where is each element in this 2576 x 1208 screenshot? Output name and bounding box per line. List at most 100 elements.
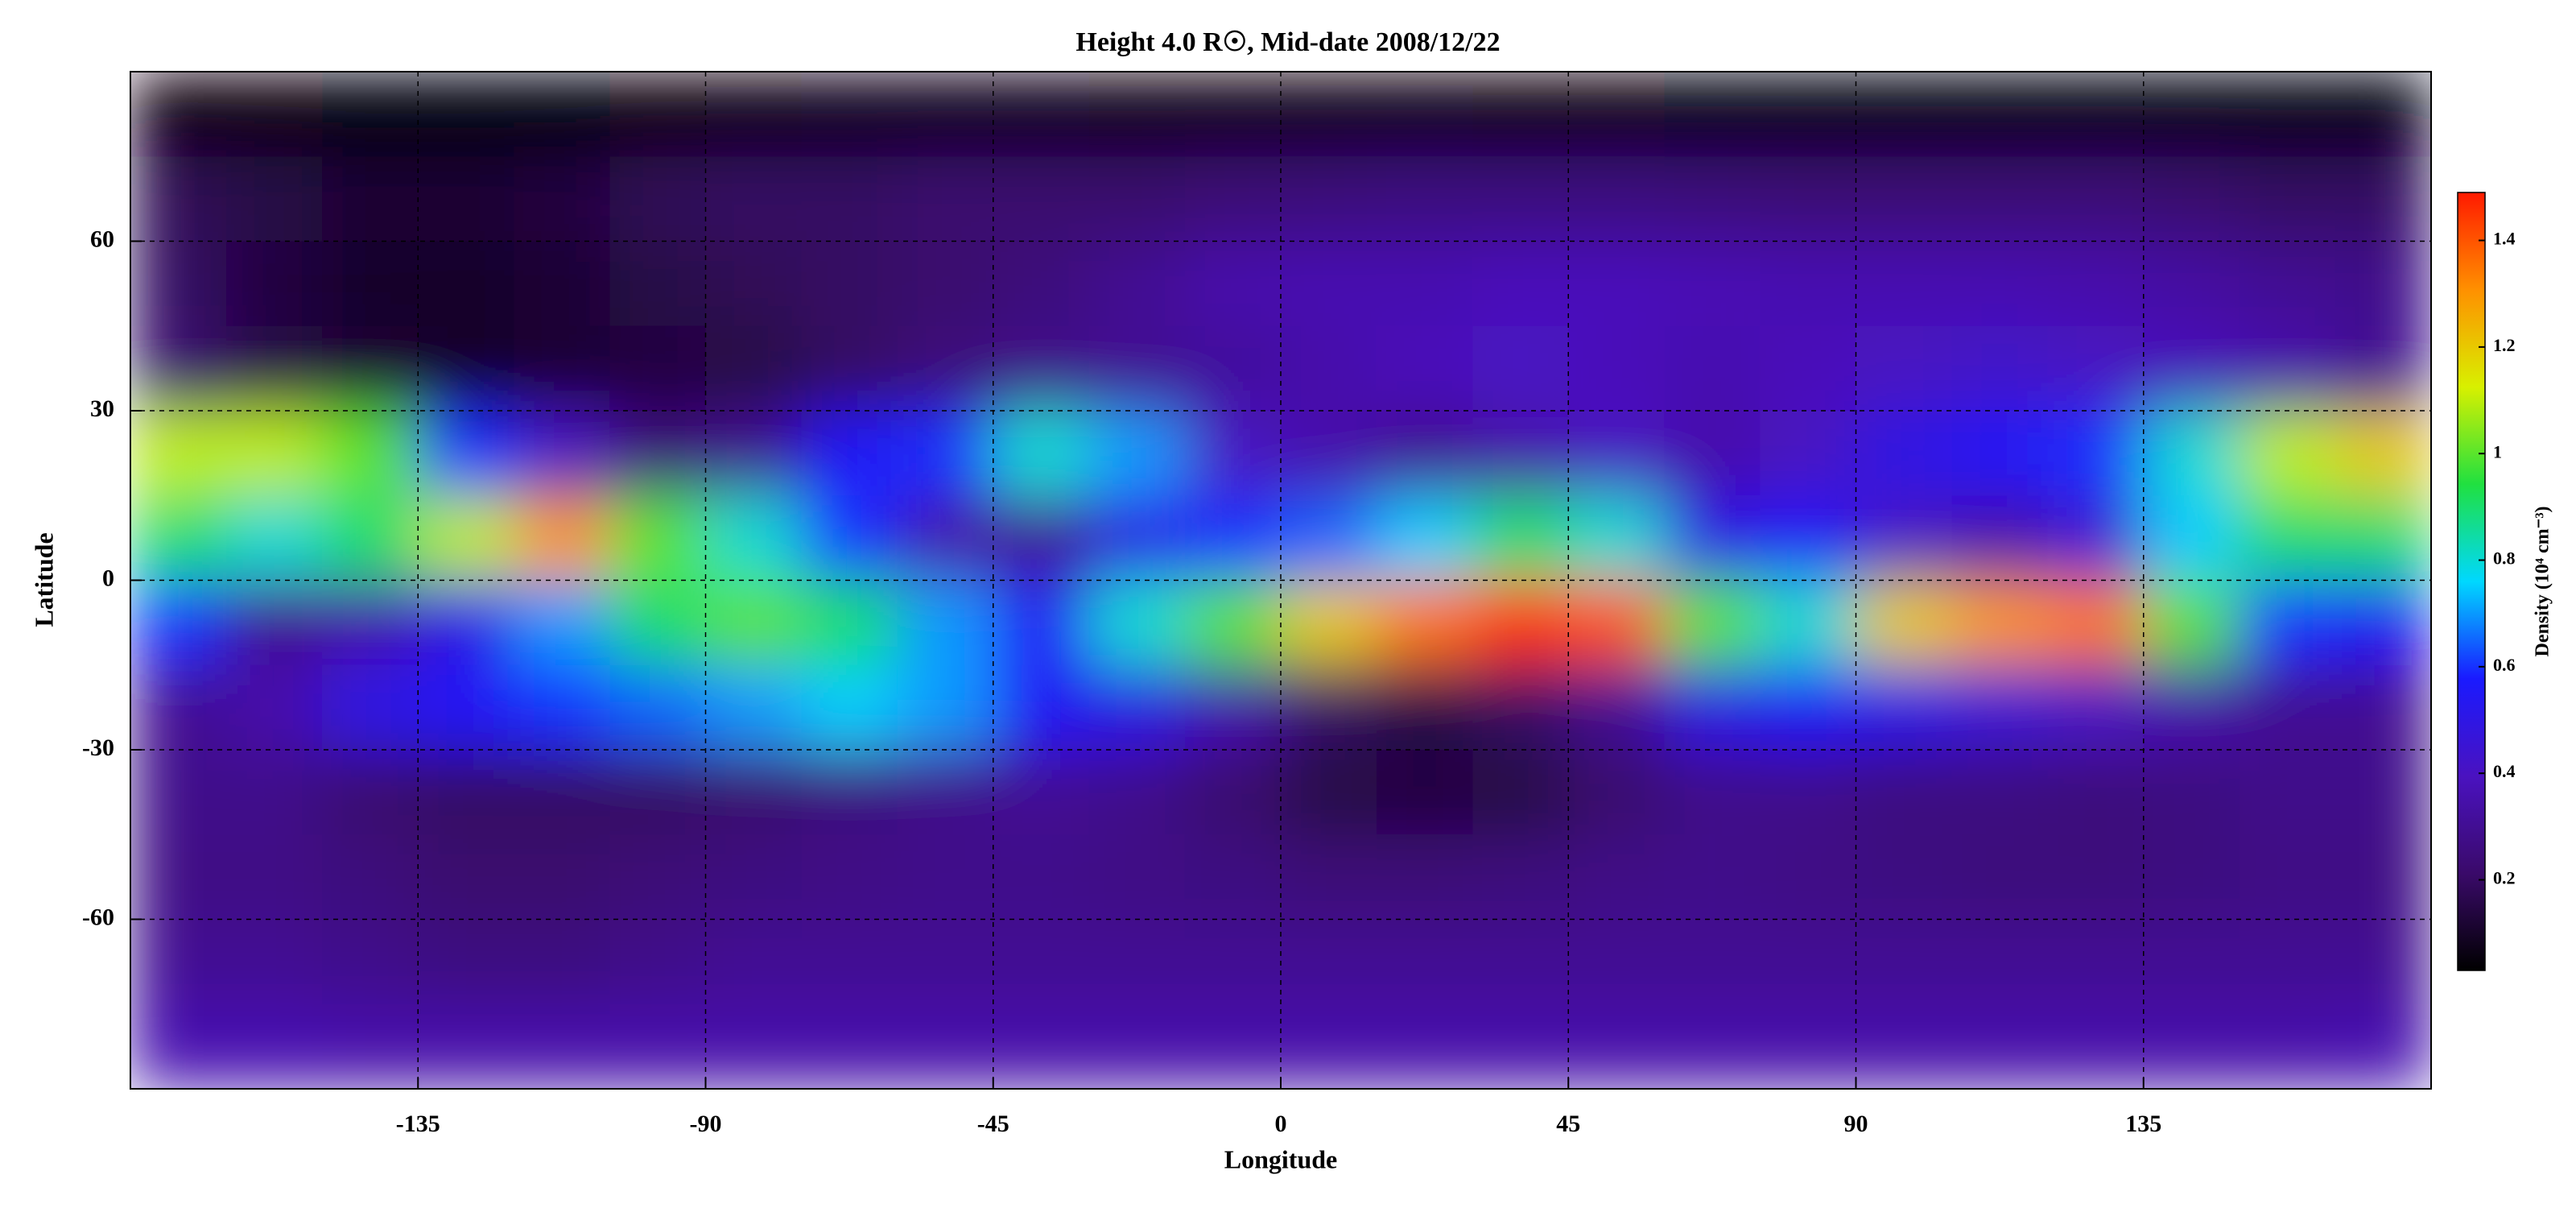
heatmap-cell [1281, 495, 1377, 581]
heatmap-cell [130, 919, 227, 1005]
heatmap-cell [1088, 580, 1186, 666]
heatmap-cell [1184, 325, 1282, 412]
heatmap-cell [993, 72, 1090, 157]
heatmap-cell [1377, 664, 1473, 751]
heatmap-cell [2143, 411, 2240, 496]
x-tick-label: 0 [1275, 1111, 1287, 1137]
heatmap-cell [2143, 325, 2240, 412]
colorbar-label: Density (10⁴ cm⁻³) [2533, 506, 2553, 656]
heatmap-cell [1472, 156, 1569, 242]
heatmap-cell [2334, 919, 2431, 1005]
heatmap-cell [1088, 72, 1186, 157]
heatmap-cell [514, 325, 610, 412]
heatmap-cell [1184, 919, 1282, 1005]
heatmap-cell [1760, 325, 1856, 412]
x-tick-label: -135 [396, 1111, 440, 1137]
heatmap-cell [1568, 411, 1665, 496]
heatmap-cell [514, 156, 610, 242]
heatmap-cell [2143, 72, 2240, 157]
heatmap-cell [226, 750, 323, 835]
heatmap-cell [1951, 580, 2049, 666]
heatmap-cell [609, 1003, 706, 1089]
heatmap-cell [418, 325, 514, 412]
heatmap-cell [1281, 1003, 1377, 1089]
heatmap-cell [1856, 834, 1953, 920]
heatmap-cell [801, 580, 898, 666]
heatmap-cell [2143, 156, 2240, 242]
heatmap-cell [1664, 664, 1761, 751]
heatmap-cell [322, 750, 419, 835]
heatmap-cell [1951, 495, 2049, 581]
heatmap-cell [226, 580, 323, 666]
heatmap-cell [1088, 325, 1186, 412]
y-tick-label: -60 [82, 904, 114, 930]
heatmap-cell [1951, 919, 2049, 1005]
heatmap-cell [609, 241, 706, 327]
heatmap-cell [1856, 72, 1953, 157]
colorbar-tick-label: 0.2 [2493, 868, 2516, 888]
heatmap-cell [1568, 834, 1665, 920]
heatmap-cell [1856, 411, 1953, 496]
heatmap-cell [993, 325, 1090, 412]
heatmap-cell [418, 241, 514, 327]
colorbar-tick-label: 0.6 [2493, 655, 2516, 675]
heatmap-cell [705, 834, 803, 920]
heatmap-cell [1856, 750, 1953, 835]
colorbar-tick-label: 1.4 [2493, 229, 2516, 249]
heatmap-cell [2047, 919, 2145, 1005]
heatmap-cell [226, 72, 323, 157]
heatmap-cell [897, 411, 994, 496]
heatmap-cell [2143, 580, 2240, 666]
heatmap-cell [2239, 495, 2336, 581]
heatmap-cell [801, 750, 898, 835]
heatmap-cell [1951, 1003, 2049, 1089]
x-tick-label: -45 [977, 1111, 1009, 1137]
heatmap-cell [1472, 580, 1569, 666]
heatmap-cell [897, 750, 994, 835]
heatmap-cell [1088, 156, 1186, 242]
heatmap-cell [897, 919, 994, 1005]
heatmap-cell [609, 750, 706, 835]
heatmap-cell [993, 241, 1090, 327]
heatmap-cell [1088, 919, 1186, 1005]
heatmap-cell [897, 72, 994, 157]
heatmap-cell [705, 411, 803, 496]
heatmap-cell [993, 834, 1090, 920]
heatmap-cell [801, 919, 898, 1005]
heatmap-cell [2143, 495, 2240, 581]
heatmap-cell [1281, 580, 1377, 666]
heatmap-cell [2239, 156, 2336, 242]
heatmap-cell [1377, 834, 1473, 920]
heatmap-cell [1184, 834, 1282, 920]
heatmap-cell [897, 834, 994, 920]
y-tick-label: -30 [82, 734, 114, 761]
heatmap-cell [1472, 664, 1569, 751]
heatmap-cell [705, 919, 803, 1005]
heatmap-cell [1377, 241, 1473, 327]
heatmap-cell [1856, 495, 1953, 581]
colorbar-tick-label: 1.2 [2493, 335, 2516, 355]
heatmap-cell [1568, 325, 1665, 412]
heatmap-cell [1088, 411, 1186, 496]
heatmap-cell [1856, 1003, 1953, 1089]
heatmap-cell [514, 834, 610, 920]
heatmap-cell [705, 72, 803, 157]
heatmap-cell [1088, 834, 1186, 920]
heatmap-cell [1664, 919, 1761, 1005]
heatmap-cell [897, 580, 994, 666]
heatmap-cell [993, 156, 1090, 242]
x-tick-label: -90 [690, 1111, 722, 1137]
heatmap-cell [993, 919, 1090, 1005]
heatmap-cell [514, 241, 610, 327]
heatmap-cell [1568, 72, 1665, 157]
heatmap-cell [1664, 72, 1761, 157]
heatmap-cell [2334, 411, 2431, 496]
heatmap-cell [1760, 411, 1856, 496]
heatmap-cell [514, 411, 610, 496]
heatmap-cell [226, 495, 323, 581]
heatmap-cell [1184, 580, 1282, 666]
heatmap-cell [1664, 1003, 1761, 1089]
heatmap-cell [1184, 1003, 1282, 1089]
x-tick-label: 135 [2125, 1111, 2161, 1137]
heatmap-cell [2334, 325, 2431, 412]
